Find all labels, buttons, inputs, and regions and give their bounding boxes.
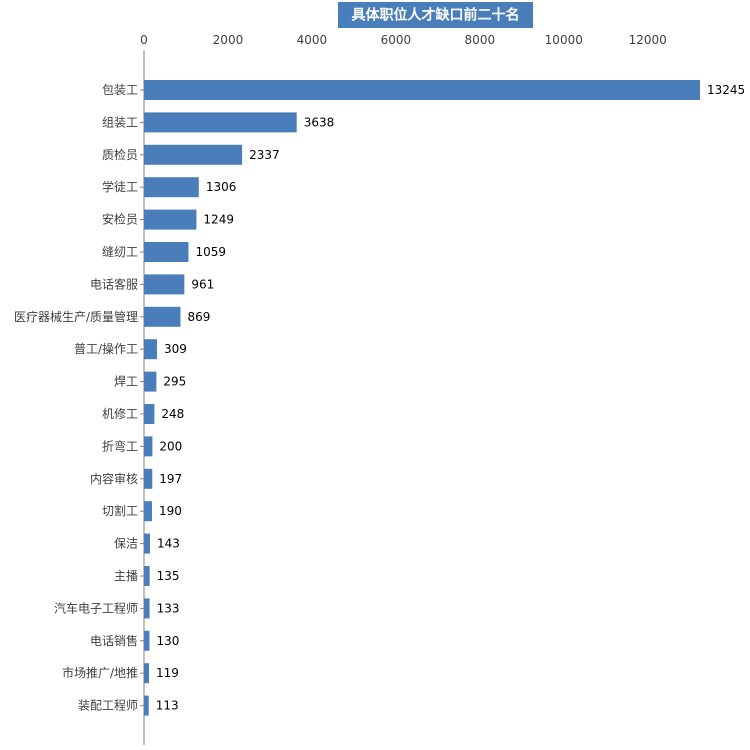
- category-label: 保洁: [114, 537, 138, 551]
- category-label: 安检员: [102, 212, 138, 227]
- value-label: 1249: [203, 213, 234, 227]
- x-tick-label: 4000: [297, 33, 328, 47]
- bar: [144, 274, 185, 295]
- bar: [144, 242, 189, 262]
- category-label: 机修工: [102, 406, 138, 421]
- x-tick-label: 6000: [381, 33, 412, 47]
- category-label: 普工/操作工: [74, 341, 138, 356]
- chart-title-text: 具体职位人才缺口前二十名: [351, 7, 520, 24]
- bar: [144, 663, 149, 684]
- value-label: 130: [156, 634, 179, 648]
- value-label: 3638: [304, 115, 335, 129]
- bar: [144, 436, 153, 457]
- value-label: 309: [164, 342, 187, 356]
- bar: [144, 112, 297, 133]
- bar: [144, 566, 150, 586]
- y-axis: 包装工组装工质检员学徒工安检员缝纫工电话客服医疗器械生产/质量管理普工/操作工焊…: [14, 50, 145, 745]
- category-label: 电话客服: [90, 276, 138, 291]
- x-axis: 0 2000 4000 6000 8000 10000 12000: [140, 33, 667, 47]
- bar: [144, 630, 150, 651]
- value-label: 2337: [249, 148, 280, 162]
- category-label: 内容审核: [90, 471, 138, 486]
- value-label: 190: [159, 504, 182, 518]
- category-label: 学徒工: [102, 179, 138, 194]
- value-labels: 13245 3638 2337 1306 1249 1059 961 869 309 295 248…: [156, 83, 745, 713]
- value-label: 197: [159, 472, 182, 486]
- category-label: 质检员: [102, 147, 138, 162]
- category-label: 电话销售: [90, 633, 138, 648]
- category-label: 折弯工: [102, 438, 138, 453]
- category-label: 市场推广/地推: [62, 665, 138, 680]
- bar: [144, 533, 151, 554]
- category-label: 缝纫工: [102, 244, 138, 259]
- bar: [144, 468, 153, 489]
- bar: [144, 695, 149, 716]
- value-label: 961: [191, 277, 214, 291]
- value-label: 1306: [206, 180, 237, 194]
- value-label: 143: [157, 537, 180, 551]
- bar: [144, 371, 157, 392]
- value-label: 135: [157, 569, 180, 583]
- value-label: 248: [161, 407, 184, 421]
- bar: [144, 339, 157, 360]
- chart-title: 具体职位人才缺口前二十名: [338, 2, 533, 28]
- value-label: 869: [187, 310, 210, 324]
- bar: [144, 80, 700, 100]
- category-label: 主播: [114, 569, 138, 583]
- bar: [144, 306, 181, 327]
- category-label: 包装工: [102, 83, 138, 97]
- category-label: 装配工程师: [78, 698, 138, 713]
- bar: [144, 404, 155, 424]
- category-label: 医疗器械生产/质量管理: [14, 309, 138, 324]
- x-tick-label: 12000: [629, 33, 667, 47]
- x-tick-label: 10000: [545, 33, 583, 47]
- bars: [144, 80, 700, 716]
- category-label: 切割工: [102, 503, 138, 518]
- category-label: 汽车电子工程师: [54, 600, 138, 615]
- value-label: 13245: [707, 83, 745, 97]
- chart-title-background: [338, 2, 533, 28]
- bar: [144, 144, 243, 165]
- value-label: 1059: [195, 245, 226, 259]
- bar: [144, 209, 197, 230]
- value-label: 113: [156, 699, 179, 713]
- value-label: 133: [157, 601, 180, 615]
- value-label: 200: [159, 439, 182, 453]
- x-tick-label: 0: [140, 33, 148, 47]
- x-tick-label: 8000: [465, 33, 496, 47]
- bar: [144, 598, 150, 619]
- bar: [144, 177, 199, 198]
- category-label: 组装工: [102, 115, 138, 129]
- x-tick-label: 2000: [213, 33, 244, 47]
- value-label: 119: [156, 666, 179, 680]
- value-label: 295: [163, 375, 186, 389]
- category-label: 焊工: [114, 374, 138, 389]
- bar: [144, 501, 152, 522]
